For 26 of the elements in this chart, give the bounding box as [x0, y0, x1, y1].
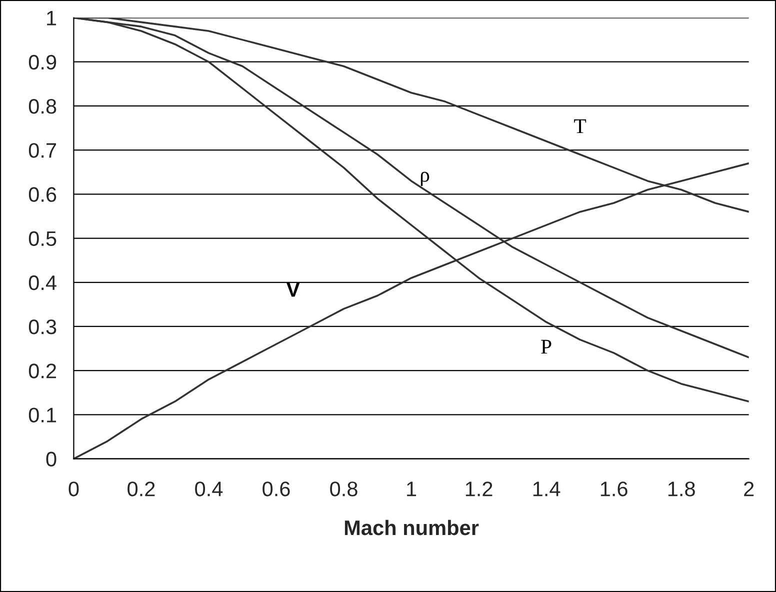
series-label: T [574, 119, 586, 134]
y-tick-label: 0.8 [28, 98, 56, 114]
x-tick-label: 0.4 [195, 482, 223, 496]
y-tick-label: 0 [46, 452, 56, 467]
x-tick-label: 1.2 [466, 482, 492, 496]
x-tick-label: 1.4 [533, 482, 560, 496]
x-tick-label: 0.8 [330, 482, 358, 496]
y-tick-label: 0.3 [28, 319, 56, 334]
series-label: ρ [420, 172, 430, 186]
x-tick-label: 1.8 [668, 482, 695, 496]
series-label: P [541, 340, 552, 354]
x-axis-title: Mach number [344, 520, 479, 536]
y-tick-label: 0.1 [28, 408, 56, 422]
x-tick-label: 1.6 [600, 482, 628, 496]
x-tick-label: 0.6 [262, 482, 290, 496]
y-tick-label: 0.6 [28, 187, 56, 202]
x-tick-label: 1 [407, 482, 416, 496]
y-tick-label: 0.7 [28, 143, 56, 158]
y-tick-label: 0.9 [28, 54, 56, 70]
y-tick-label: 0.2 [28, 364, 56, 378]
x-tick-label: 2 [744, 482, 754, 496]
y-tick-label: 1 [47, 10, 56, 26]
y-tick-label: 0.5 [28, 231, 56, 246]
x-tick-label: 0.2 [128, 482, 155, 496]
x-tick-label: 0 [68, 482, 79, 496]
y-tick-label: 0.4 [28, 275, 56, 290]
